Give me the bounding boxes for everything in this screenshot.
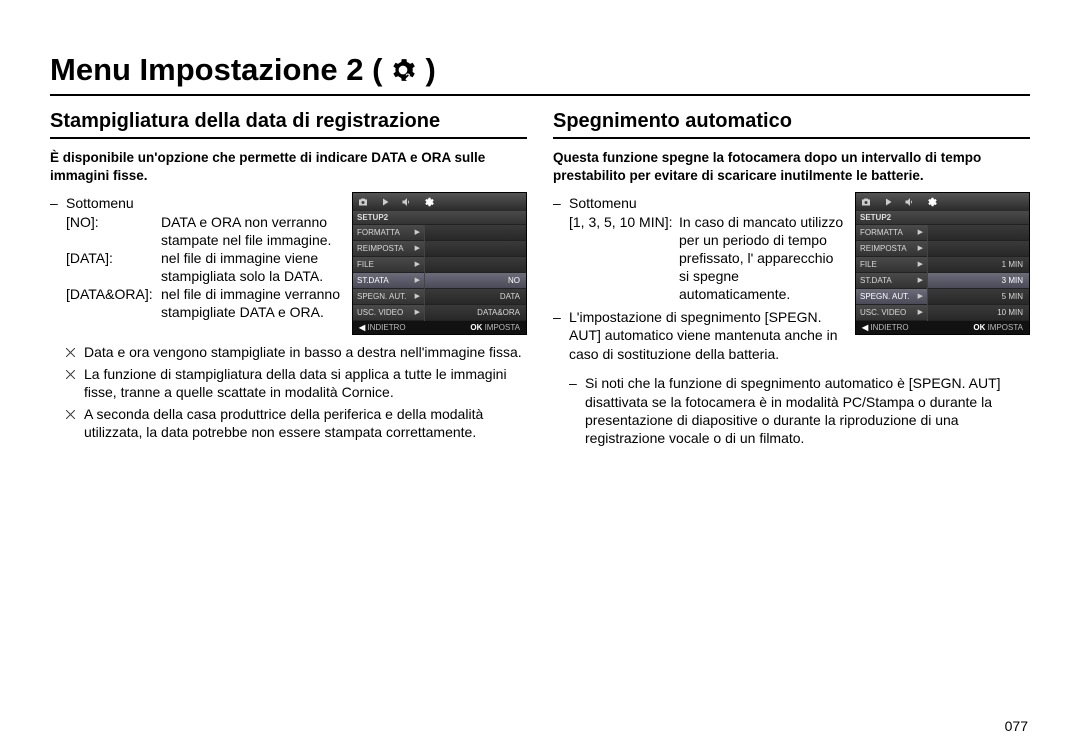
left-intro: È disponibile un'opzione che permette di… <box>50 149 527 184</box>
lcd-footer: ◀ INDIETRO OK IMPOSTA <box>353 321 526 334</box>
page-title-text: Menu Impostazione 2 ( <box>50 52 382 88</box>
back-icon: ◀ <box>359 323 365 332</box>
lcd-option-item: . <box>425 225 526 241</box>
note-item: Data e ora vengono stampigliate in basso… <box>84 343 527 361</box>
lcd-menu-item: ST.DATA▶ <box>856 273 927 289</box>
lcd-menu-item: SPEGN. AUT.▶ <box>856 289 927 305</box>
left-heading: Stampigliatura della data di registrazio… <box>50 110 527 139</box>
lcd-back-label: INDIETRO <box>870 323 908 332</box>
lcd-option-item: . <box>928 241 1029 257</box>
right-body: Sottomenu [1, 3, 5, 10 MIN]: In caso di … <box>553 192 1030 366</box>
right-def-key: [1, 3, 5, 10 MIN]: <box>569 214 679 304</box>
speaker-icon <box>401 196 413 208</box>
right-notes: Si noti che la funzione di spegnimento a… <box>553 374 1030 448</box>
right-lcd: SETUP2 FORMATTA▶REIMPOSTA▶FILE▶ST.DATA▶S… <box>855 192 1030 335</box>
lcd-option-item: . <box>425 257 526 273</box>
lcd-back-label: INDIETRO <box>367 323 405 332</box>
left-column: Stampigliatura della data di registrazio… <box>50 110 527 451</box>
lcd-menu-item: FILE▶ <box>353 257 424 273</box>
page-title-close: ) <box>425 52 435 88</box>
lcd-option-item: NO <box>425 273 526 289</box>
definition-key: [DATA]: <box>66 250 161 286</box>
definition-value: nel file di immagine viene stampigliata … <box>161 250 342 286</box>
play-icon <box>379 196 391 208</box>
camera-icon <box>357 196 369 208</box>
left-notes: Data e ora vengono stampigliate in basso… <box>50 343 527 441</box>
right-extra-dash: L'impostazione di spegnimento [SPEGN. AU… <box>569 308 845 363</box>
speaker-icon <box>904 196 916 208</box>
definition-key: [NO]: <box>66 214 161 250</box>
gear-icon <box>423 196 435 208</box>
page-title: Menu Impostazione 2 ( 2 ) <box>50 52 1030 96</box>
ok-label: OK <box>973 323 985 332</box>
right-note: Si noti che la funzione di spegnimento a… <box>585 374 1030 448</box>
definition-row: [DATA&ORA]:nel file di immagine verranno… <box>66 286 342 322</box>
note-item: A seconda della casa produttrice della p… <box>84 405 527 442</box>
definition-row: [NO]:DATA e ORA non verranno stampate ne… <box>66 214 342 250</box>
lcd-option-item: . <box>425 241 526 257</box>
page-number: 077 <box>1005 718 1028 734</box>
lcd-option-item: 5 MIN <box>928 289 1029 305</box>
lcd-menu-item: FORMATTA▶ <box>353 225 424 241</box>
lcd-option-item: . <box>928 225 1029 241</box>
ok-label: OK <box>470 323 482 332</box>
left-lcd: SETUP2 FORMATTA▶REIMPOSTA▶FILE▶ST.DATA▶S… <box>352 192 527 335</box>
lcd-setup-label: SETUP2 <box>856 211 1029 225</box>
right-def-val: In caso di mancato utilizzo per un perio… <box>679 214 845 304</box>
gear-icon <box>926 196 938 208</box>
lcd-menu-item: USC. VIDEO▶ <box>856 305 927 321</box>
definition-row: [DATA]:nel file di immagine viene stampi… <box>66 250 342 286</box>
lcd-set-label: IMPOSTA <box>988 323 1023 332</box>
lcd-set-label: IMPOSTA <box>485 323 520 332</box>
right-text-block: Sottomenu [1, 3, 5, 10 MIN]: In caso di … <box>553 192 845 366</box>
lcd-option-item: DATA <box>425 289 526 305</box>
lcd-option-item: 10 MIN <box>928 305 1029 321</box>
lcd-menu-item: FORMATTA▶ <box>856 225 927 241</box>
lcd-tabs <box>856 193 1029 211</box>
gear-icon <box>390 57 416 83</box>
right-intro: Questa funzione spegne la fotocamera dop… <box>553 149 1030 184</box>
lcd-menu-item: ST.DATA▶ <box>353 273 424 289</box>
note-item: La funzione di stampigliatura della data… <box>84 365 527 402</box>
lcd-option-item: 3 MIN <box>928 273 1029 289</box>
left-body: Sottomenu [NO]:DATA e ORA non verranno s… <box>50 192 527 335</box>
right-submenu-label: Sottomenu <box>569 195 845 211</box>
lcd-menu-item: REIMPOSTA▶ <box>856 241 927 257</box>
play-icon <box>882 196 894 208</box>
lcd-footer: ◀ INDIETRO OK IMPOSTA <box>856 321 1029 334</box>
lcd-option-item: DATA&ORA <box>425 305 526 321</box>
right-column: Spegnimento automatico Questa funzione s… <box>553 110 1030 451</box>
left-text-block: Sottomenu [NO]:DATA e ORA non verranno s… <box>50 192 342 321</box>
columns: Stampigliatura della data di registrazio… <box>50 110 1030 451</box>
lcd-menu-item: USC. VIDEO▶ <box>353 305 424 321</box>
lcd-menu-item: SPEGN. AUT.▶ <box>353 289 424 305</box>
lcd-menu-item: FILE▶ <box>856 257 927 273</box>
right-heading: Spegnimento automatico <box>553 110 1030 139</box>
camera-icon <box>860 196 872 208</box>
lcd-tabs <box>353 193 526 211</box>
definition-value: nel file di immagine verranno stampiglia… <box>161 286 342 322</box>
left-submenu-label: Sottomenu <box>66 195 342 211</box>
lcd-option-item: 1 MIN <box>928 257 1029 273</box>
back-icon: ◀ <box>862 323 868 332</box>
lcd-menu-item: REIMPOSTA▶ <box>353 241 424 257</box>
lcd-setup-label: SETUP2 <box>353 211 526 225</box>
definition-key: [DATA&ORA]: <box>66 286 161 322</box>
definition-value: DATA e ORA non verranno stampate nel fil… <box>161 214 342 250</box>
